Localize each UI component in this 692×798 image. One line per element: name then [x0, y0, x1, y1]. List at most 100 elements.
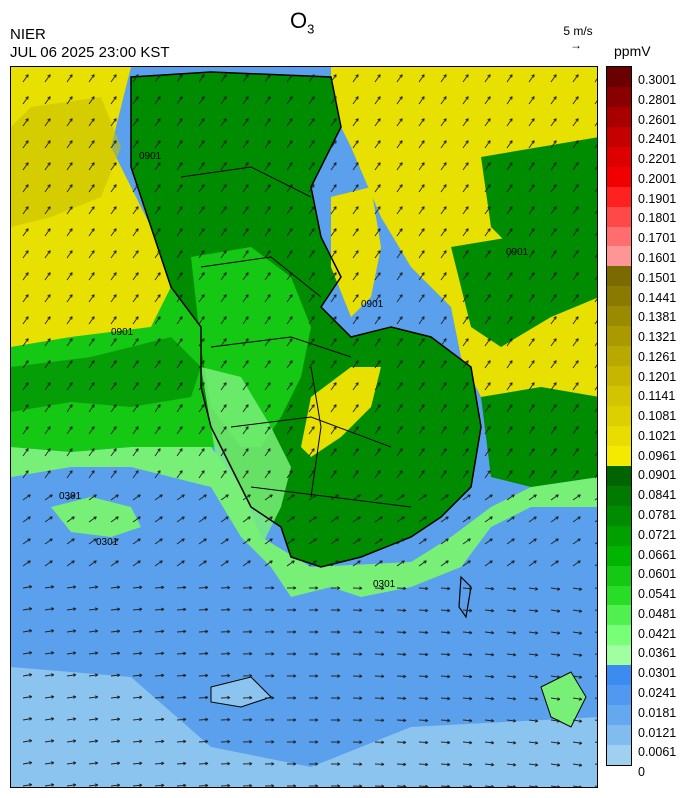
wind-arrow — [198, 740, 209, 743]
color-bar-segment — [607, 645, 631, 666]
wind-arrow-head — [116, 585, 121, 588]
wind-arrow — [242, 294, 249, 303]
wind-arrow — [462, 516, 471, 523]
wind-arrow — [572, 763, 582, 766]
wind-arrow-head — [139, 739, 143, 742]
wind-arrow-head — [135, 118, 139, 121]
wind-arrow-head — [575, 272, 579, 275]
wind-arrow — [462, 316, 469, 325]
wind-arrow-head — [445, 516, 449, 518]
wind-arrow-head — [71, 560, 75, 562]
wind-arrow-head — [359, 586, 363, 589]
wind-arrow-head — [161, 717, 165, 720]
wind-arrow — [440, 74, 447, 83]
wind-arrow-head — [115, 516, 119, 518]
wind-arrow — [528, 118, 535, 127]
wind-arrow-head — [247, 494, 251, 496]
wind-arrow — [594, 675, 597, 677]
wind-arrow — [44, 426, 51, 435]
wind-arrow-head — [179, 360, 183, 363]
title-subscript: 3 — [307, 21, 315, 37]
wind-arrow-head — [245, 338, 249, 341]
wind-arrow-head — [271, 674, 275, 677]
wind-arrow-head — [245, 162, 249, 165]
wind-arrow-head — [113, 140, 117, 143]
wind-arrow-head — [201, 294, 205, 297]
wind-arrow-head — [289, 382, 293, 385]
wind-arrow-head — [377, 294, 381, 297]
wind-arrow-head — [403, 762, 407, 765]
wind-arrow-head — [91, 162, 95, 165]
wind-arrow-head — [293, 608, 297, 611]
wind-arrow — [396, 140, 403, 149]
color-bar-label: 0.0721 — [638, 527, 677, 542]
wind-arrow-head — [337, 586, 341, 589]
wind-arrow-head — [509, 250, 513, 253]
wind-arrow-head — [94, 739, 99, 742]
wind-arrow — [594, 653, 597, 655]
wind-arrow-head — [201, 184, 205, 187]
wind-arrow-head — [94, 607, 99, 610]
wind-arrow — [22, 184, 29, 193]
wind-arrow-head — [443, 316, 447, 319]
color-bar-segment — [607, 465, 631, 487]
wind-arrow-head — [139, 783, 143, 786]
wind-arrow-head — [531, 250, 535, 253]
color-bar-segment — [607, 326, 631, 347]
wind-arrow — [418, 250, 425, 259]
wind-arrow — [44, 162, 51, 171]
wind-arrow-head — [359, 696, 363, 699]
wind-arrow-head — [315, 630, 319, 633]
wind-arrow — [88, 762, 98, 765]
wind-arrow — [440, 118, 447, 127]
wind-arrow — [550, 763, 560, 766]
wind-arrow-head — [533, 538, 537, 540]
wind-arrow-head — [509, 74, 513, 77]
wind-arrow-head — [245, 382, 249, 385]
wind-arrow — [176, 784, 187, 787]
color-bar-label: 0.1601 — [638, 250, 677, 265]
wind-arrow — [374, 74, 381, 83]
wind-arrow — [330, 206, 337, 215]
wind-arrow-head — [247, 516, 251, 518]
wind-arrow — [220, 338, 227, 347]
wind-arrow — [110, 250, 117, 259]
wind-arrow — [66, 74, 73, 83]
wind-arrow-head — [355, 96, 359, 99]
wind-arrow-head — [93, 494, 97, 496]
color-bar-label: 0.1441 — [638, 290, 677, 305]
wind-arrow — [220, 426, 227, 435]
wind-arrow-head — [203, 538, 207, 540]
wind-arrow — [176, 652, 187, 655]
wind-arrow-head — [116, 651, 121, 654]
wind-arrow — [594, 320, 597, 325]
wind-arrow — [198, 96, 205, 105]
wind-arrow-head — [113, 316, 117, 319]
wind-arrow-head — [137, 560, 141, 562]
wind-arrow-head — [557, 697, 561, 700]
wind-arrow-head — [337, 740, 341, 743]
wind-arrow-head — [381, 740, 385, 743]
wind-arrow — [264, 118, 271, 127]
wind-arrow-head — [421, 338, 425, 341]
color-bar-segment — [607, 585, 631, 606]
wind-arrow — [418, 404, 425, 413]
wind-arrow-head — [598, 207, 599, 208]
wind-arrow-head — [135, 404, 139, 407]
wind-arrow-head — [575, 96, 579, 99]
wind-arrow-head — [553, 470, 557, 473]
wind-arrow-head — [139, 607, 143, 610]
wind-arrow-head — [227, 607, 231, 611]
wind-arrow — [550, 631, 560, 634]
wind-arrow — [242, 494, 251, 501]
wind-arrow-head — [513, 741, 517, 744]
wind-arrow-head — [469, 608, 473, 612]
wind-arrow-head — [179, 338, 183, 341]
wind-arrow-head — [181, 538, 185, 540]
wind-arrow — [330, 404, 337, 413]
wind-arrow — [176, 250, 183, 259]
wind-arrow — [594, 254, 597, 259]
wind-arrow-head — [509, 404, 513, 407]
wind-arrow — [506, 382, 513, 391]
wind-arrow — [286, 162, 293, 171]
